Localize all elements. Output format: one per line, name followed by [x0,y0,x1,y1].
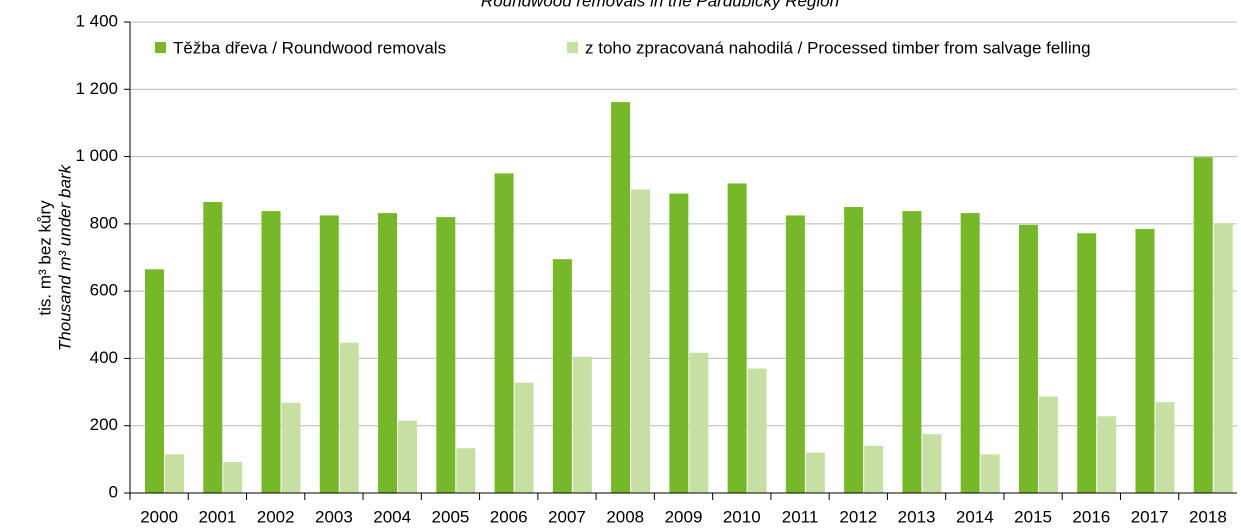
bar [456,448,476,493]
bar [165,454,184,493]
bar [261,211,281,493]
x-tick-label: 2014 [956,507,994,526]
y-tick-label: 1 000 [75,146,118,165]
x-tick-label: 2009 [665,507,703,526]
bar [902,211,922,493]
bar [611,102,631,493]
y-tick-label: 400 [90,348,118,367]
bar [631,189,651,493]
bar [1193,157,1213,493]
legend-label: z toho zpracovaná nahodilá / Processed t… [585,38,1091,57]
x-tick-label: 2002 [257,507,295,526]
bar [785,215,805,494]
bar [805,452,825,493]
x-tick-label: 2003 [315,507,353,526]
x-tick-label: 2013 [898,507,936,526]
x-tick-label: 2017 [1131,507,1169,526]
x-tick-label: 2011 [782,507,819,526]
x-tick-label: 2015 [1014,507,1052,526]
x-tick-label: 2005 [432,507,470,526]
bar [436,217,456,493]
x-tick-label: 2018 [1189,507,1227,526]
x-tick-label: 2004 [373,507,411,526]
bar [844,207,864,494]
bar [669,193,689,494]
x-tick-label: 2016 [1072,507,1110,526]
y-tick-label: 600 [90,281,118,300]
x-tick-label: 2012 [839,507,877,526]
y-tick-label: 1 200 [75,79,118,98]
bar [1077,233,1097,493]
bar [378,213,398,493]
y-tick-label: 1 400 [75,11,118,30]
bar [281,402,301,493]
bar [960,213,980,493]
y-tick-label: 800 [90,213,118,232]
chart-title: Roundwood removals in the Pardubický Reg… [481,0,839,10]
legend-swatch [155,42,166,53]
bar [727,183,747,493]
bar [747,368,767,493]
legend-swatch [567,42,578,53]
x-tick-label: 2008 [606,507,644,526]
bar [339,342,359,493]
x-tick-label: 2007 [548,507,586,526]
bar [552,259,572,493]
bar [980,454,1000,493]
bar [223,462,243,493]
y-tick-label: 0 [109,482,118,501]
legend-label: Těžba dřeva / Roundwood removals [173,38,446,57]
bar [398,420,418,493]
bar [1213,223,1233,494]
y-axis-label-en: Thousand m³ under bark [55,163,74,351]
y-tick-label: 200 [90,415,118,434]
bar [494,173,514,493]
bar [1135,228,1155,493]
bar [1097,416,1117,493]
bar [864,445,884,493]
x-tick-label: 2000 [140,507,178,526]
bar [922,434,942,493]
x-tick-label: 2001 [198,507,236,526]
bar [145,269,164,493]
bar [572,356,592,493]
bar [1038,396,1058,493]
y-axis-label: tis. m³ bez kůry [35,200,54,316]
bar [689,352,709,493]
bar [203,201,223,493]
x-tick-label: 2006 [490,507,528,526]
bar [1018,224,1038,493]
bar [514,382,534,493]
bar [1155,402,1175,493]
x-tick-label: 2010 [723,507,761,526]
bar [319,215,339,494]
